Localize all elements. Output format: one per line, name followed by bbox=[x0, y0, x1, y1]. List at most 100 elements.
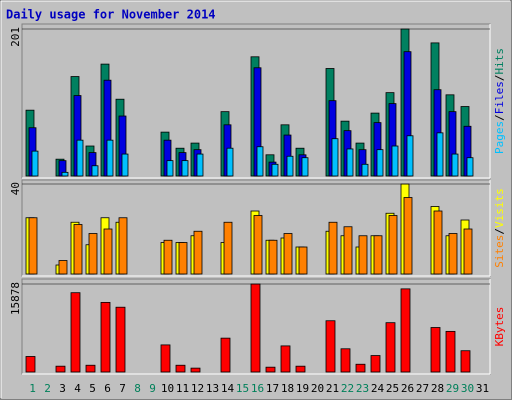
legend-separator: / bbox=[493, 114, 506, 121]
legend: Pages/Files/Hits bbox=[493, 48, 506, 154]
y-tick-label: 40 bbox=[9, 182, 22, 195]
legend-separator: / bbox=[493, 75, 506, 82]
bar bbox=[121, 153, 129, 177]
bar bbox=[376, 149, 384, 177]
x-tick-label: 6 bbox=[104, 382, 111, 395]
bar bbox=[55, 365, 66, 373]
x-tick-label: 12 bbox=[191, 382, 204, 395]
bar bbox=[70, 292, 81, 373]
bar bbox=[358, 235, 368, 275]
bar bbox=[175, 364, 186, 373]
bar bbox=[271, 163, 279, 177]
bar bbox=[451, 153, 459, 177]
bar bbox=[280, 345, 291, 373]
bar bbox=[160, 344, 171, 373]
bar bbox=[373, 235, 383, 275]
x-tick-label: 27 bbox=[416, 382, 429, 395]
x-tick-label: 24 bbox=[371, 382, 385, 395]
chart-title: Daily usage for November 2014 bbox=[6, 8, 216, 22]
bar bbox=[28, 217, 38, 275]
bar bbox=[388, 215, 398, 275]
x-tick-label: 30 bbox=[461, 382, 474, 395]
x-tick-label: 26 bbox=[401, 382, 414, 395]
bar bbox=[223, 221, 233, 275]
legend-entry: Pages bbox=[493, 121, 506, 154]
bar bbox=[103, 228, 113, 275]
x-tick-label: 4 bbox=[74, 382, 81, 395]
x-tick-label: 3 bbox=[59, 382, 66, 395]
x-tick-label: 23 bbox=[356, 382, 369, 395]
bar bbox=[466, 157, 474, 177]
bar bbox=[346, 148, 354, 177]
bar bbox=[178, 242, 188, 275]
x-tick-label: 16 bbox=[251, 382, 264, 395]
bar bbox=[463, 228, 473, 275]
bar bbox=[100, 301, 111, 373]
x-tick-label: 19 bbox=[296, 382, 309, 395]
bar bbox=[343, 226, 353, 275]
x-tick-label: 5 bbox=[89, 382, 96, 395]
x-tick-label: 11 bbox=[176, 382, 189, 395]
x-tick-label: 28 bbox=[431, 382, 444, 395]
legend-entry: Hits bbox=[493, 48, 506, 75]
bar bbox=[91, 165, 99, 177]
bar bbox=[253, 215, 263, 275]
bar bbox=[325, 320, 336, 373]
bar bbox=[256, 146, 264, 177]
bar bbox=[76, 139, 84, 177]
legend-separator: / bbox=[493, 228, 506, 235]
y-tick-label: 15878 bbox=[9, 282, 22, 315]
bar bbox=[196, 153, 204, 177]
x-tick-label: 17 bbox=[266, 382, 279, 395]
x-tick-label: 9 bbox=[149, 382, 156, 395]
x-tick-label: 14 bbox=[221, 382, 235, 395]
bar bbox=[385, 322, 396, 373]
bar bbox=[283, 233, 293, 275]
bar bbox=[115, 306, 126, 373]
bar bbox=[163, 239, 173, 275]
bar bbox=[190, 367, 201, 373]
bar bbox=[370, 355, 381, 373]
bar bbox=[193, 230, 203, 275]
bar bbox=[73, 224, 83, 275]
x-tick-label: 20 bbox=[311, 382, 324, 395]
x-tick-label: 2 bbox=[44, 382, 51, 395]
bar bbox=[445, 330, 456, 373]
legend-entry: Sites bbox=[493, 235, 506, 268]
x-tick-label: 22 bbox=[341, 382, 354, 395]
bar bbox=[391, 145, 399, 177]
bar bbox=[433, 210, 443, 275]
bar bbox=[400, 288, 411, 373]
y-tick-label: 201 bbox=[9, 27, 22, 47]
bar bbox=[328, 221, 338, 275]
bar bbox=[361, 163, 369, 177]
legend: KBytes bbox=[493, 307, 506, 347]
bar bbox=[331, 138, 339, 177]
bar bbox=[25, 356, 36, 373]
bar bbox=[58, 260, 68, 275]
bar bbox=[250, 283, 261, 373]
x-tick-label: 7 bbox=[119, 382, 126, 395]
x-tick-label: 21 bbox=[326, 382, 339, 395]
bar bbox=[166, 160, 174, 177]
bar bbox=[118, 217, 128, 275]
legend-entry: KBytes bbox=[493, 307, 506, 347]
bar bbox=[85, 364, 96, 373]
x-tick-label: 13 bbox=[206, 382, 219, 395]
x-tick-label: 1 bbox=[29, 382, 36, 395]
x-tick-label: 15 bbox=[236, 382, 249, 395]
bar bbox=[226, 147, 234, 177]
bar bbox=[265, 366, 276, 373]
bar bbox=[340, 348, 351, 373]
x-tick-label: 10 bbox=[161, 382, 174, 395]
bar bbox=[298, 246, 308, 275]
legend-entry: Files bbox=[493, 81, 506, 114]
bar bbox=[31, 150, 39, 177]
bar bbox=[355, 363, 366, 373]
bar bbox=[61, 171, 69, 177]
bar bbox=[430, 327, 441, 373]
x-tick-label: 8 bbox=[134, 382, 141, 395]
bar bbox=[106, 139, 114, 177]
bar bbox=[301, 157, 309, 177]
